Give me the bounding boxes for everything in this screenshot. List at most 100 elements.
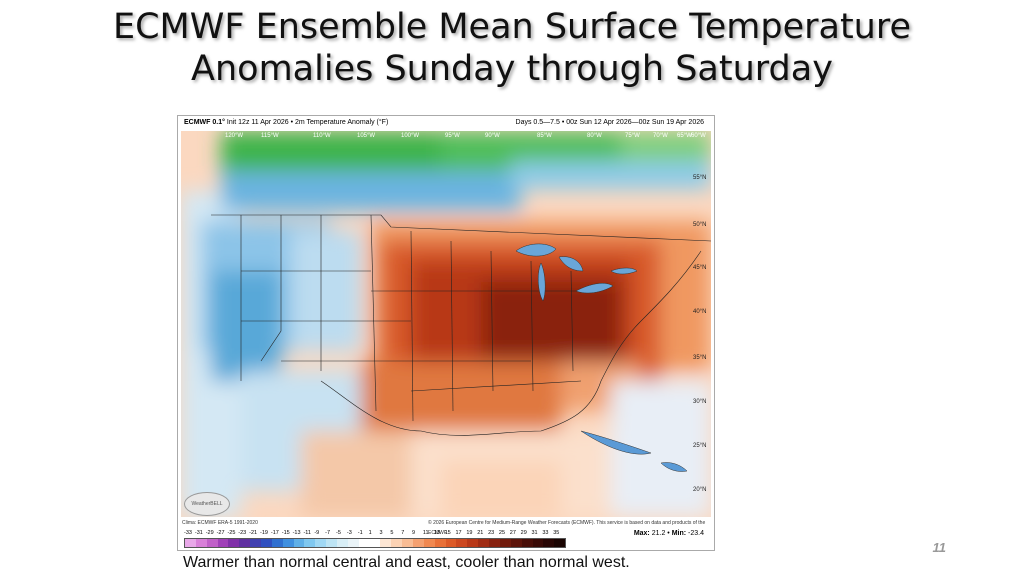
colorbar-label-34: 35 bbox=[553, 530, 560, 536]
colorbar-label-4: -25 bbox=[227, 530, 236, 536]
lat-label-3: 40°N bbox=[693, 309, 706, 315]
ecmwf-copyright: © 2026 European Centre for Medium-Range … bbox=[428, 520, 706, 536]
colorbar-swatch-5 bbox=[239, 539, 251, 547]
lat-label-2: 45°N bbox=[693, 265, 706, 271]
slide-title: ECMWF Ensemble Mean Surface Temperature … bbox=[0, 6, 1024, 90]
colorbar-swatch-29 bbox=[499, 539, 511, 547]
max-label: Max: bbox=[633, 530, 650, 537]
colorbar-swatch-9 bbox=[282, 539, 294, 547]
colorbar-label-8: -17 bbox=[270, 530, 279, 536]
latitude-labels: 55°N 50°N 45°N 40°N 35°N 30°N 25°N 20°N bbox=[693, 175, 706, 493]
colorbar-swatch-4 bbox=[228, 539, 240, 547]
max-min-readout: Max: 21.2 • Min: -23.4 bbox=[633, 530, 704, 537]
colorbar-swatch-0 bbox=[185, 539, 196, 547]
colorbar-labels: -33 -31 -29 -27 -25 -23 -21 -19 -17 -15 -13 -11 -9 -7… bbox=[184, 528, 564, 538]
colorbar-swatch-31 bbox=[521, 539, 533, 547]
colorbar-swatch-22 bbox=[423, 539, 435, 547]
lat-label-7: 20°N bbox=[693, 487, 706, 493]
colorbar-label-31: 29 bbox=[520, 530, 527, 536]
colorbar-label-22: 11 bbox=[422, 530, 429, 536]
colorbar-label-24: 15 bbox=[444, 530, 451, 536]
lon-label-12: 60°W bbox=[691, 133, 706, 139]
slide-title-line2: Anomalies Sunday through Saturday bbox=[191, 49, 833, 89]
colorbar-label-30: 27 bbox=[509, 530, 516, 536]
map-credits: Clima: ECMWF ERA-5 1991-2020 © 2026 Euro… bbox=[178, 518, 714, 536]
colorbar-label-27: 21 bbox=[477, 530, 484, 536]
map-valid-label: Days 0.5—7.5 • 00z Sun 12 Apr 2026—00z S… bbox=[515, 119, 704, 126]
lon-label-0: 120°W bbox=[225, 133, 243, 139]
colorbar-swatch-19 bbox=[391, 539, 403, 547]
colorbar-label-15: -3 bbox=[346, 530, 352, 536]
colorbar-label-21: 9 bbox=[412, 530, 416, 536]
lon-label-6: 90°W bbox=[485, 133, 500, 139]
colorbar-label-20: 7 bbox=[401, 530, 405, 536]
colorbar-label-29: 25 bbox=[498, 530, 506, 536]
colorbar-label-5: -23 bbox=[238, 530, 247, 536]
colorbar-label-3: -27 bbox=[216, 530, 225, 536]
temperature-anomaly-map: 120°W 115°W 110°W 105°W 100°W 95°W 90°W … bbox=[181, 131, 711, 517]
colorbar-label-13: -7 bbox=[325, 530, 331, 536]
colorbar-label-0: -33 bbox=[184, 530, 192, 536]
min-value: -23.4 bbox=[688, 530, 704, 537]
max-value: 21.2 bbox=[651, 530, 666, 537]
colorbar-swatch-17 bbox=[369, 539, 381, 547]
colorbar-label-26: 19 bbox=[466, 530, 473, 536]
lon-label-1: 115°W bbox=[261, 133, 279, 139]
colorbar-label-16: -1 bbox=[357, 530, 363, 536]
clim-credit: Clima: ECMWF ERA-5 1991-2020 bbox=[182, 520, 258, 526]
colorbar-swatch-24 bbox=[445, 539, 457, 547]
lon-label-11: 65°W bbox=[677, 133, 692, 139]
colorbar-swatch-33 bbox=[543, 539, 555, 547]
colorbar-swatch-16 bbox=[358, 539, 370, 547]
colorbar-swatch-10 bbox=[293, 539, 305, 547]
lat-label-1: 50°N bbox=[693, 222, 706, 228]
caribbean-islands bbox=[580, 430, 688, 472]
lon-label-2: 110°W bbox=[313, 133, 331, 139]
colorbar-swatch-21 bbox=[413, 539, 424, 547]
colorbar-label-12: -9 bbox=[314, 530, 320, 536]
colorbar-label-19: 5 bbox=[390, 530, 394, 536]
weatherbell-logo: WeatherBELL bbox=[184, 492, 230, 516]
colorbar-label-10: -13 bbox=[292, 530, 301, 536]
colorbar-swatch-1 bbox=[195, 539, 207, 547]
map-panel: ECMWF 0.1° Init 12z 11 Apr 2026 • 2m Tem… bbox=[177, 115, 715, 551]
colorbar-swatch-28 bbox=[489, 539, 500, 547]
colorbar-swatch-8 bbox=[271, 539, 283, 547]
colorbar-label-14: -5 bbox=[336, 530, 341, 536]
colorbar-label-32: 31 bbox=[531, 530, 538, 536]
map-header-left: ECMWF 0.1° Init 12z 11 Apr 2026 • 2m Tem… bbox=[184, 116, 388, 130]
colorbar-label-25: 17 bbox=[455, 530, 462, 536]
colorbar-swatch-7 bbox=[261, 539, 272, 547]
colorbar-swatch-6 bbox=[250, 539, 262, 547]
weatherbell-logo-text: WeatherBELL bbox=[191, 501, 223, 507]
map-init-label: Init 12z 11 Apr 2026 • 2m Temperature An… bbox=[226, 119, 389, 126]
colorbar-label-9: -15 bbox=[281, 530, 290, 536]
colorbar-label-23: 13 bbox=[433, 530, 440, 536]
colorbar-swatch-12 bbox=[315, 539, 327, 547]
colorbar-swatch-2 bbox=[206, 539, 218, 547]
lat-label-6: 25°N bbox=[693, 443, 706, 449]
page-number: 11 bbox=[932, 540, 947, 555]
colorbar-label-1: -31 bbox=[194, 530, 203, 536]
lon-label-5: 95°W bbox=[445, 133, 460, 139]
colorbar-swatch-13 bbox=[326, 539, 338, 547]
lon-label-7: 85°W bbox=[537, 133, 552, 139]
map-model-label: ECMWF 0.1° bbox=[184, 119, 225, 126]
slide-title-line1: ECMWF Ensemble Mean Surface Temperature bbox=[112, 7, 912, 47]
map-header: ECMWF 0.1° Init 12z 11 Apr 2026 • 2m Tem… bbox=[178, 116, 714, 130]
lat-label-5: 30°N bbox=[693, 399, 706, 405]
colorbar-label-28: 23 bbox=[488, 530, 495, 536]
colorbar-swatch-27 bbox=[478, 539, 490, 547]
slide-caption: Warmer than normal central and east, coo… bbox=[183, 554, 630, 571]
colorbar-label-6: -21 bbox=[249, 530, 258, 536]
min-label: Min: bbox=[671, 530, 687, 537]
colorbar-swatch-34 bbox=[554, 539, 566, 547]
lon-label-9: 75°W bbox=[625, 133, 640, 139]
colorbar-swatch-20 bbox=[402, 539, 414, 547]
lon-label-10: 70°W bbox=[653, 133, 668, 139]
colorbar-label-33: 33 bbox=[542, 530, 549, 536]
colorbar-label-11: -11 bbox=[303, 530, 311, 536]
colorbar-swatch-23 bbox=[434, 539, 446, 547]
colorbar-swatch-25 bbox=[456, 539, 468, 547]
lat-label-4: 35°N bbox=[693, 355, 706, 361]
